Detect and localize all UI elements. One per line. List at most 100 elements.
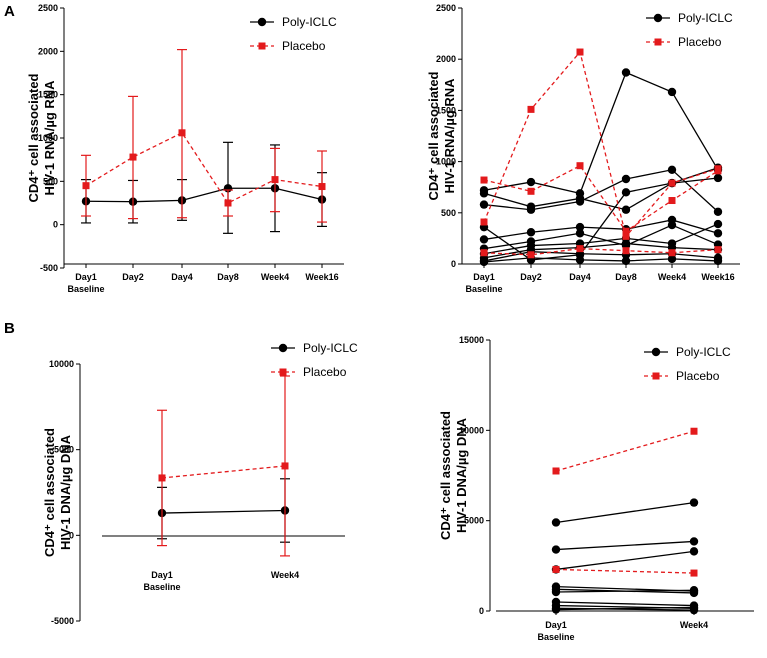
chart2-y-tick-label: 1500 xyxy=(436,105,456,115)
chart2-data-point xyxy=(576,48,584,56)
chart1-data-point xyxy=(178,129,186,137)
chart2-x-tick-label: Day8 xyxy=(615,272,637,282)
chart2-series-placebo xyxy=(480,162,722,235)
chart3-y-axis-title: CD4⁺ cell associatedHIV-1 DNA/µg DNA xyxy=(42,428,73,557)
chart4-y-axis-title-line2: HIV-1 DNA/µg DNA xyxy=(454,417,469,533)
chart2-series-line xyxy=(483,224,719,250)
chart2-data-point xyxy=(621,256,631,266)
chart1-x-tick-label: Day1 xyxy=(75,272,97,282)
chart2-data-point xyxy=(667,165,677,174)
chart4-data-point xyxy=(551,587,561,597)
chart2-data-point xyxy=(479,235,489,244)
chart3-y-tick-label: -5000 xyxy=(51,616,74,626)
chart3-group: -5000 0 5000 10000 Day1 Baseline Week4 CD4⁺ cel… xyxy=(42,341,358,626)
chart1-data-point xyxy=(271,176,279,184)
chart1-data-point xyxy=(224,199,232,207)
chart1-x-tick-label: Day8 xyxy=(217,272,239,282)
chart2-data-point xyxy=(713,173,723,183)
chart2-series-line xyxy=(483,177,719,211)
chart2-data-point xyxy=(480,249,488,257)
chart4-y-tick-label: 5000 xyxy=(464,516,484,526)
chart4-y-axis-title-line1: CD4⁺ cell associated xyxy=(438,411,453,540)
chart2-legend: Poly-ICLC Placebo xyxy=(646,11,733,49)
chart4-legend: Poly-ICLC Placebo xyxy=(644,345,731,383)
panel-label-b: B xyxy=(4,320,15,337)
chart4-series-line xyxy=(555,430,695,472)
chart4-series-poly-iclc xyxy=(551,498,699,527)
chart2-data-point xyxy=(667,254,677,264)
chart4-y-axis-title: CD4⁺ cell associatedHIV-1 DNA/µg DNA xyxy=(438,411,469,540)
chart3-series-placebo xyxy=(157,375,290,557)
chart1-y-axis-title: CD4⁺ cell associatedHIV-1 RNA/µg RNA xyxy=(26,73,57,202)
chart4-data-point xyxy=(689,603,699,612)
panel-label-a: A xyxy=(4,3,15,20)
chart4-series-line xyxy=(555,606,695,611)
chart2-data-point xyxy=(479,200,489,209)
chart1-series-placebo xyxy=(81,48,327,223)
chart2-data-point xyxy=(527,187,535,195)
chart1-y-tick-label: 2500 xyxy=(38,3,58,13)
chart4-series-poly-iclc xyxy=(551,537,699,554)
chart1-data-point xyxy=(129,153,137,161)
chart3-series-poly-iclc xyxy=(157,478,290,543)
chart3-x-tick-label: Week4 xyxy=(271,570,299,580)
chart1-y-tick-label: 2000 xyxy=(38,46,58,56)
chart2-data-point xyxy=(668,179,676,187)
chart4-series-placebo xyxy=(552,427,698,475)
chart2-data-point xyxy=(479,189,489,198)
chart2-x-tick-label: Week4 xyxy=(658,272,686,282)
chart4-series-line xyxy=(555,589,695,593)
chart2-data-point xyxy=(622,232,630,240)
chart4-x-tick-sublabel: Baseline xyxy=(537,632,574,642)
chart2-y-tick-label: 2000 xyxy=(436,54,456,64)
chart3-legend-label: Poly-ICLC xyxy=(303,341,358,355)
chart3-y-axis-title-line1: CD4⁺ cell associated xyxy=(42,428,57,557)
chart4-y-tick-label: 10000 xyxy=(459,425,484,435)
chart2-series-line xyxy=(483,219,719,241)
chart2-y-tick-label: 1000 xyxy=(436,157,456,167)
chart1-x-tick-label: Day4 xyxy=(171,272,193,282)
chart2-legend-label: Placebo xyxy=(678,35,722,49)
chart1-y-tick-label: 500 xyxy=(43,176,58,186)
chart4-series-placebo xyxy=(552,565,698,577)
chart2-legend-marker xyxy=(654,38,662,46)
chart1-data-point xyxy=(82,182,90,190)
chart2-series-placebo xyxy=(480,245,722,259)
chart3-data-point xyxy=(158,474,166,482)
chart1-x-tick-label: Day2 xyxy=(122,272,144,282)
chart3-data-point xyxy=(281,462,289,470)
chart2-series-line xyxy=(483,257,719,263)
chart2-data-point xyxy=(621,68,631,77)
chart1-legend-label: Poly-ICLC xyxy=(282,15,337,29)
chart2-group: 0 500 1000 1500 2000 2500 Day1 Baseline Day2 Day4… xyxy=(426,3,740,294)
chart3-x-tick-sublabel: Baseline xyxy=(143,582,180,592)
chart1-x-tick-sublabel: Baseline xyxy=(67,284,104,294)
chart2-series-line xyxy=(483,50,719,238)
chart2-data-point xyxy=(713,229,723,238)
chart1-legend-marker xyxy=(257,17,267,27)
chart4-data-point xyxy=(551,545,561,554)
chart1-series-poly-iclc xyxy=(81,141,327,234)
chart1-group: -500 0 500 1000 1500 2000 2500 Day1 Baseline Day2… xyxy=(26,3,344,294)
chart4-y-tick-label: 0 xyxy=(479,606,484,616)
chart4-legend-label: Placebo xyxy=(676,369,720,383)
chart4-data-point xyxy=(551,605,561,614)
chart2-data-point xyxy=(667,220,677,230)
chart2-x-tick-label: Day4 xyxy=(569,272,591,282)
chart3-y-tick-label: 5000 xyxy=(54,445,74,455)
chart2-data-point xyxy=(668,197,676,205)
chart2-series-line xyxy=(483,242,719,259)
chart4-series-line xyxy=(555,550,695,571)
chart4-series-poly-iclc xyxy=(551,586,699,597)
chart2-series-line xyxy=(483,164,719,233)
chart4-data-point xyxy=(551,518,561,527)
chart4-legend-marker xyxy=(651,347,661,357)
chart2-data-point xyxy=(527,105,535,113)
chart2-data-point xyxy=(621,174,631,184)
chart4-legend-label: Poly-ICLC xyxy=(676,345,731,359)
chart2-y-axis-title-line2: HIV-1 RNA/µg RNA xyxy=(442,78,457,194)
chart4-series-line xyxy=(555,501,695,524)
chart2-data-point xyxy=(622,247,630,255)
chart2-series-line xyxy=(483,251,719,262)
